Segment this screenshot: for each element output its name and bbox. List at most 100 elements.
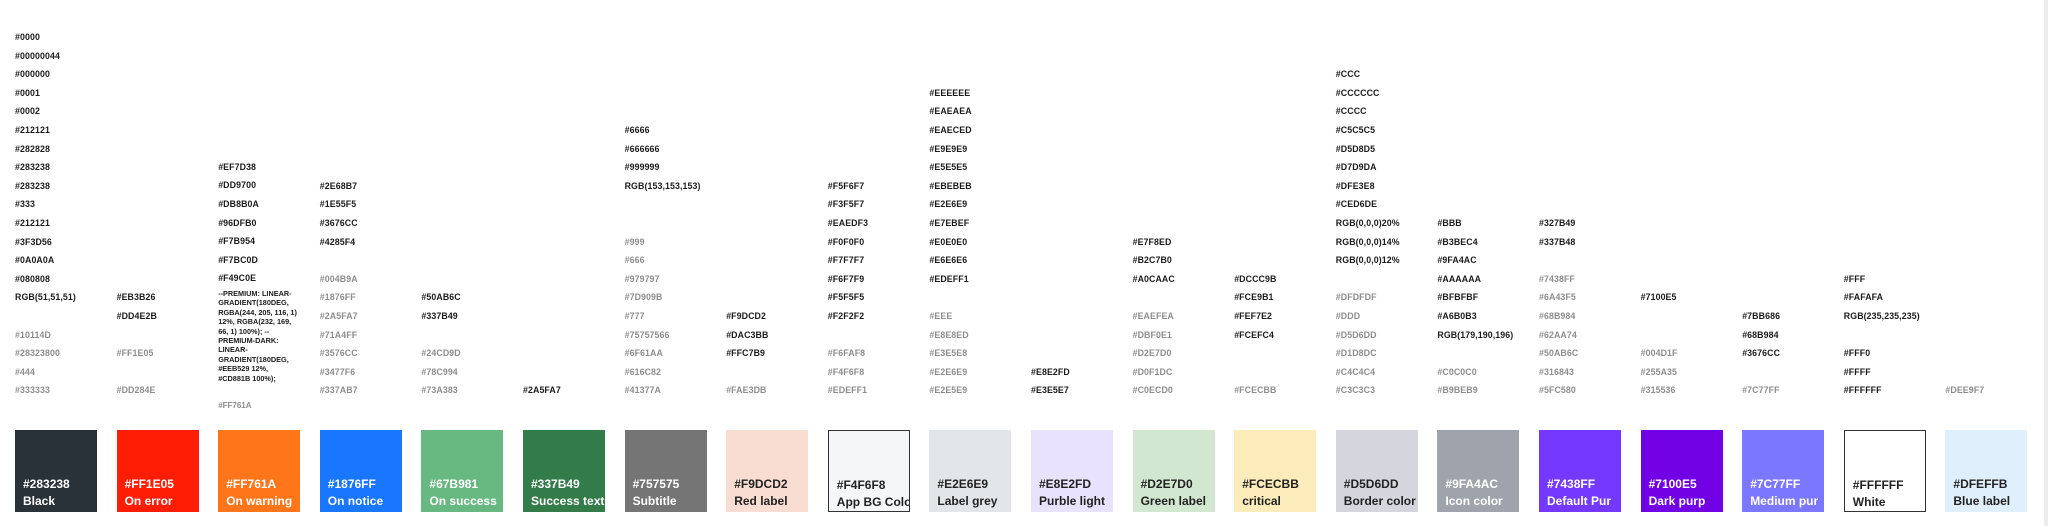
hex-code: #C5C5C5 <box>1335 124 1376 135</box>
hex-code <box>625 195 721 214</box>
color-swatch[interactable]: #D5D6DD Border color <box>1335 430 1418 512</box>
hex-code: RGB(51,51,51) <box>15 292 76 303</box>
palette-column: #DCCC9B #FCE9B1 #FEF7E2 #FCEFC4 #FCECBB #FCEC… <box>1234 0 1334 526</box>
hex-code: #EBEBEB <box>929 180 972 191</box>
palette-column: #0000 #00000044 #000000 #0001 #0002 #212121 #2… <box>15 0 115 526</box>
swatch-name: Purble light <box>1039 494 1105 508</box>
hex-code: #EAEFEA <box>1132 310 1174 321</box>
color-swatch[interactable]: #E2E6E9 Label grey <box>929 430 1012 512</box>
hex-code: #DB8B0A <box>218 198 259 209</box>
right-scroll-gutter[interactable] <box>2044 0 2048 526</box>
hex-code: #255A35 <box>1640 366 1678 377</box>
hex-code: #F49C0E <box>218 273 257 284</box>
color-swatch[interactable]: #F4F6F8 App BG Color <box>827 430 910 512</box>
hex-code-list: #EB3B26 #DD4E2B #FF1E05 #DD284E <box>117 288 213 400</box>
swatch-hex: #1876FF <box>327 477 376 491</box>
hex-code: #E2E5E9 <box>929 385 968 396</box>
hex-code: #0000 <box>15 32 40 42</box>
hex-code: #71A4FF <box>319 329 358 340</box>
hex-code <box>117 326 213 345</box>
hex-code: #EAEAEA <box>929 106 972 117</box>
swatch-name: Icon color <box>1445 494 1503 508</box>
color-swatch[interactable]: #283238 Black <box>15 430 97 512</box>
hex-code: #E0E0E0 <box>929 236 968 247</box>
hex-code: #F6F7F9 <box>827 273 865 284</box>
hex-code: #333333 <box>15 385 50 396</box>
hex-code: #6F61AA <box>624 348 663 359</box>
hex-code-list: #2A5FA7 <box>523 381 619 400</box>
hex-code: #E2E6E9 <box>929 199 968 210</box>
hex-code: #EEE <box>929 310 953 321</box>
hex-code: #6A43F5 <box>1539 292 1576 303</box>
hex-code: #75757566 <box>624 329 670 340</box>
palette-column: #E8E2FD #E3E5E7 #E8E2FD Purble light <box>1031 0 1131 526</box>
color-swatch[interactable]: #F9DCD2 Red label <box>726 430 809 512</box>
hex-code: #1E55F5 <box>319 199 357 210</box>
hex-code: #DD284E <box>116 385 156 396</box>
hex-code: #F7B954 <box>218 236 256 247</box>
hex-code: #DEE9F7 <box>1945 385 1985 396</box>
hex-code: RGB(0,0,0)12% <box>1335 255 1400 266</box>
hex-code: #F9DCD2 <box>726 311 766 321</box>
hex-code: #B2C7B0 <box>1132 255 1172 266</box>
swatch-name: Default Pur <box>1547 494 1612 508</box>
hex-code <box>929 288 1025 307</box>
hex-code: #212121 <box>15 124 50 135</box>
color-swatch[interactable]: #7C77FF Medium pur <box>1742 430 1825 512</box>
hex-code: #73A383 <box>421 385 458 396</box>
hex-code: RGB(179,190,196) <box>1437 329 1514 340</box>
hex-code: #316843 <box>1539 366 1574 377</box>
hex-code: #337B48 <box>1539 236 1576 247</box>
hex-code: #283238 <box>15 162 50 173</box>
hex-code: #AAAAAA <box>1437 273 1482 284</box>
color-swatch[interactable]: #FFFFFF White <box>1843 430 1926 512</box>
hex-code <box>117 363 213 382</box>
hex-code: #D5D8D5 <box>1335 143 1376 154</box>
color-swatch[interactable]: #337B49 Success text <box>523 430 605 512</box>
hex-code: #CCCC <box>1335 106 1367 117</box>
hex-code-list: #327B49 #337B48 #7438FF #6A43F5 #68B984 #62AA… <box>1539 214 1635 400</box>
hex-code: #DAC3BB <box>726 329 769 340</box>
color-swatch[interactable]: #67B981 On success <box>421 430 504 512</box>
color-swatch[interactable]: #7100E5 Dark purp <box>1640 430 1723 512</box>
hex-code: #DDD <box>1335 310 1361 321</box>
color-swatch[interactable]: #7438FF Default Pur <box>1539 430 1621 512</box>
hex-code: #7100E5 <box>1640 292 1677 303</box>
palette-column: #BBB #B3BEC4 #9FA4AC #AAAAAA #BFBFBF #A6B0B3 R… <box>1437 0 1537 526</box>
hex-code: #282828 <box>15 143 50 154</box>
hex-code <box>1336 270 1432 289</box>
hex-code: #2E68B7 <box>319 180 358 191</box>
palette-column: #2E68B7 #1E55F5 #3676CC #4285F4 #004B9A #1876… <box>319 0 420 526</box>
hex-code: #F4F6F8 <box>827 366 865 377</box>
hex-code: RGB(0,0,0)20% <box>1335 217 1400 228</box>
hex-code <box>421 326 517 345</box>
palette-column: #7BB686 #68B984 #3676CC #7C77FF #7C77FF Mediu… <box>1742 0 1842 526</box>
swatch-hex: #757575 <box>632 477 680 491</box>
hex-code: #283238 <box>15 180 50 191</box>
color-swatch[interactable]: #757575 Subtitle <box>624 430 707 512</box>
color-swatch[interactable]: #E8E2FD Purble light <box>1031 430 1113 512</box>
hex-code: #315536 <box>1640 385 1676 396</box>
color-swatch[interactable]: #1876FF On notice <box>319 430 402 512</box>
hex-code <box>1437 344 1533 363</box>
hex-code: RGB(0,0,0)14% <box>1335 236 1400 247</box>
hex-code: #FAFAFA <box>1843 292 1884 303</box>
hex-code: #2A5FA7 <box>319 310 358 321</box>
hex-code: #41377A <box>624 385 662 396</box>
palette-column: #E7F8ED #B2C7B0 #A0CAAC #EAEFEA #DBF0E1 #D2E7… <box>1132 0 1233 526</box>
hex-code-list: #DCCC9B #FCE9B1 #FEF7E2 #FCEFC4 #FCECBB <box>1234 270 1330 400</box>
hex-code-list: #BBB #B3BEC4 #9FA4AC #AAAAAA #BFBFBF #A6B0B3 R… <box>1437 214 1533 400</box>
color-swatch[interactable]: #DFEFFB Blue label <box>1945 430 2028 512</box>
palette-column: #6666 #666666 #999999 RGB(153,153,153) #999 #… <box>624 0 725 526</box>
color-swatch[interactable]: #D2E7D0 Green label <box>1132 430 1215 512</box>
color-swatch[interactable]: #FF1E05 On error <box>116 430 199 512</box>
color-swatch[interactable]: #FF761A On warning <box>218 430 301 512</box>
color-swatch[interactable]: #FCECBB critical <box>1234 430 1317 512</box>
hex-code: #DD4E2B <box>116 310 157 321</box>
palette-column: #50AB6C #337B49 #24CD9D #78C994 #73A383 #67B9… <box>421 0 521 526</box>
hex-code-list: #F9DCD2 #DAC3BB #FFC7B9 #FAE3DB <box>726 307 822 400</box>
hex-code: #777 <box>624 310 645 321</box>
palette-column: #EB3B26 #DD4E2B #FF1E05 #DD284E #FF1E05 On er… <box>116 0 217 526</box>
hex-code: #0001 <box>15 87 40 98</box>
color-swatch[interactable]: #9FA4AC Icon color <box>1437 430 1520 512</box>
